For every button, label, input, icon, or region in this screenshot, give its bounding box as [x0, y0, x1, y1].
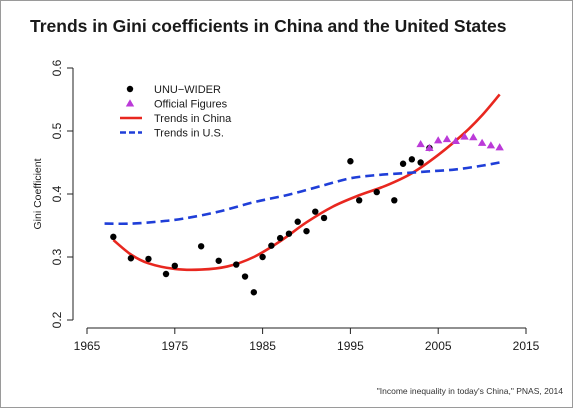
- y-tick-label: 0.3: [50, 248, 64, 265]
- unu-wider-point: [373, 188, 380, 196]
- y-tick-label: 0.4: [50, 185, 64, 202]
- legend-label: UNU−WIDER: [154, 84, 221, 96]
- unu-wider-point: [391, 197, 398, 204]
- official-figure-point: [486, 141, 496, 149]
- legend-marker-official-figures: [125, 99, 135, 107]
- legend: UNU−WIDER Official Figures Trends in China…: [120, 84, 232, 140]
- unu-wider-point: [320, 214, 328, 222]
- unu-wider-point: [110, 233, 117, 241]
- china-trend-line: [112, 93, 501, 272]
- unu-wider-point: [259, 253, 266, 261]
- y-tick-label: 0.5: [50, 122, 64, 139]
- x-tick-label: 1965: [74, 339, 101, 353]
- official-figure-point: [495, 143, 504, 151]
- unu-wider-point: [285, 230, 293, 237]
- legend-label: Official Figures: [154, 99, 228, 111]
- x-tick-label: 1995: [337, 339, 364, 353]
- unu-wider-point: [250, 289, 258, 296]
- unu-wider-point: [347, 158, 354, 165]
- unu-wider-point: [312, 208, 319, 215]
- x-tick-label: 1985: [249, 339, 276, 353]
- chart-title: Trends in Gini coefficients in China and…: [30, 16, 507, 36]
- source-note: "Income inequality in today's China," PN…: [376, 386, 563, 396]
- x-tick-label: 2005: [425, 339, 452, 353]
- us-trend-line: [104, 161, 500, 226]
- official-figure-point: [460, 132, 469, 140]
- official-figure-point: [442, 134, 452, 143]
- legend-marker-unu-wider: [126, 85, 134, 93]
- legend-label: Trends in U.S.: [154, 128, 224, 140]
- unu-wider-point: [197, 243, 205, 250]
- unu-wider-point: [162, 270, 170, 278]
- unu-wider-point: [233, 261, 240, 268]
- legend-label: Trends in China: [154, 113, 232, 125]
- unu-wider-point: [276, 234, 284, 242]
- official-figure-point: [451, 136, 460, 145]
- official-figure-point: [416, 140, 425, 148]
- y-axis-title: Gini Coefficient: [32, 158, 44, 229]
- x-tick-label: 2015: [513, 339, 540, 353]
- unu-wider-point: [215, 257, 222, 264]
- official-figure-point: [477, 138, 487, 146]
- unu-wider-point: [408, 156, 416, 163]
- y-tick-label: 0.6: [50, 59, 64, 76]
- unu-wider-point: [268, 242, 275, 249]
- official-figure-point: [434, 136, 443, 144]
- unu-wider-point: [355, 197, 363, 204]
- unu-wider-point: [294, 218, 301, 225]
- y-tick-label: 0.2: [50, 311, 64, 328]
- unu-wider-point: [241, 273, 249, 280]
- unu-wider-point: [303, 227, 310, 235]
- official-figure-point: [425, 143, 434, 151]
- unu-wider-point: [127, 255, 135, 262]
- unu-wider-point: [171, 262, 178, 270]
- official-figure-point: [469, 133, 478, 141]
- unu-wider-point: [399, 160, 407, 167]
- unu-wider-point: [417, 159, 424, 166]
- unu-wider-point: [145, 255, 152, 263]
- x-tick-label: 1975: [161, 339, 188, 353]
